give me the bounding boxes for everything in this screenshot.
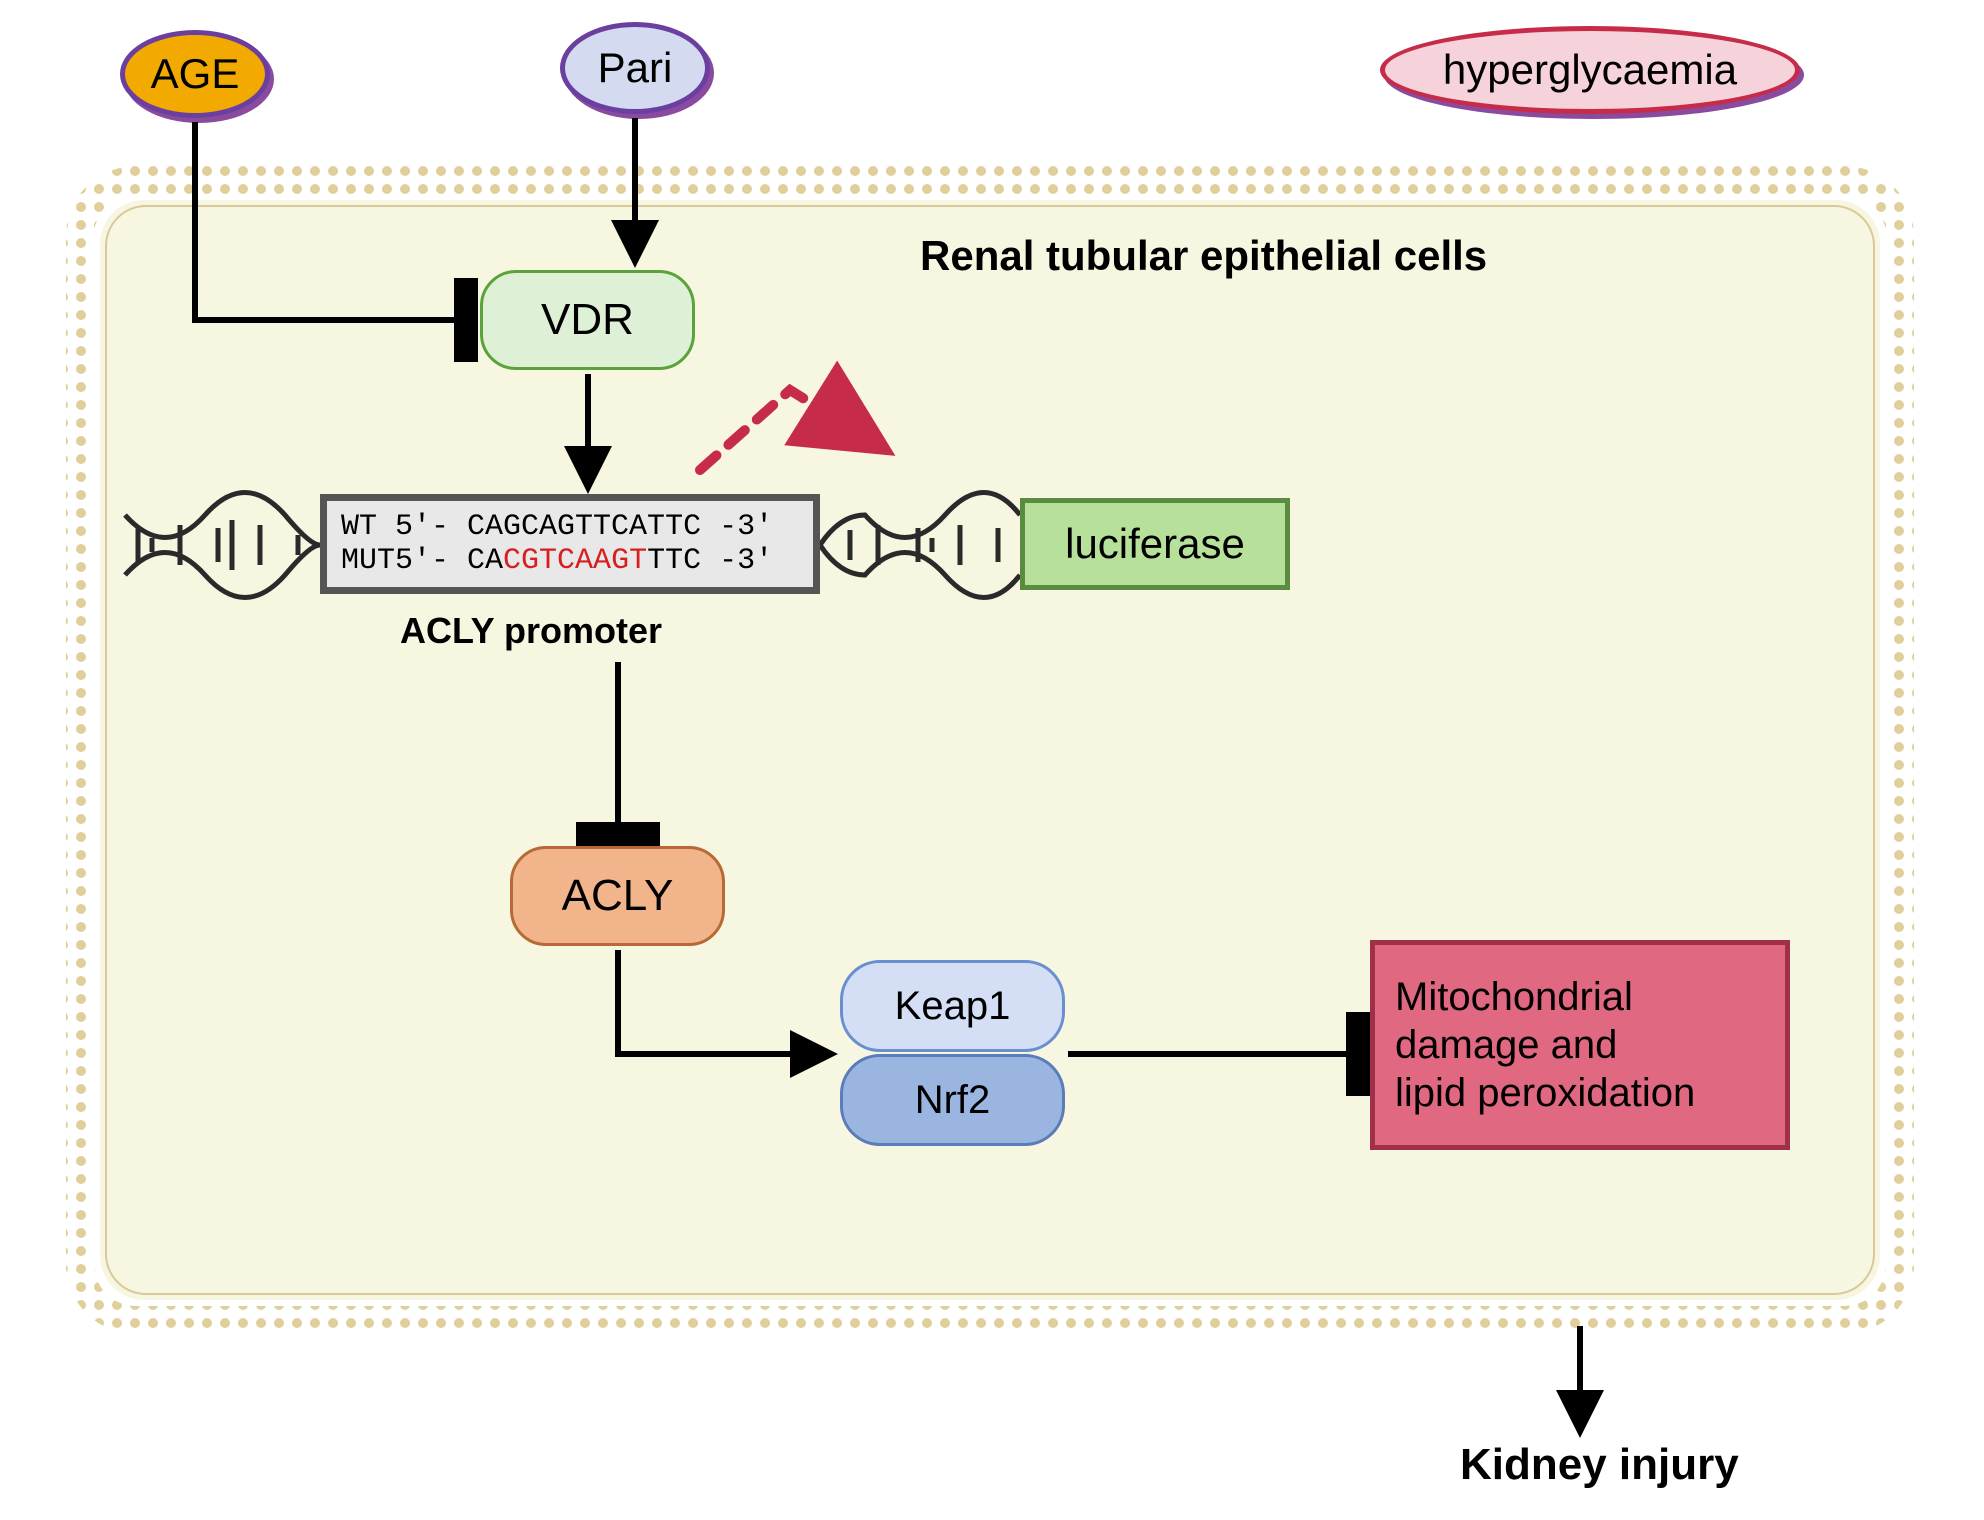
pari-node: Pari [560, 22, 710, 114]
outcome-node: Mitochondrial damage and lipid peroxidat… [1370, 940, 1790, 1150]
nrf2-node: Nrf2 [840, 1054, 1065, 1146]
luciferase-node: luciferase [1020, 498, 1290, 590]
vdr-node: VDR [480, 270, 695, 370]
age-node: AGE [120, 30, 270, 118]
diagram-canvas: Renal tubular epithelial cells [0, 0, 1984, 1520]
dna-svg [0, 0, 1984, 1520]
cell-label: Renal tubular epithelial cells [920, 232, 1487, 280]
acly-promoter-label: ACLY promoter [400, 610, 662, 652]
keap1-node: Keap1 [840, 960, 1065, 1052]
kidney-injury-label: Kidney injury [1460, 1440, 1739, 1490]
cell-membrane-svg [0, 0, 1984, 1520]
acly-promoter-box: WT 5'- CAGCAGTTCATTC -3' MUT5'- CACGTCAA… [320, 494, 820, 594]
connectors-svg [0, 0, 1984, 1520]
promoter-mut-line: MUT5'- CACGTCAAGTTTC -3' [341, 544, 773, 578]
acly-node: ACLY [510, 846, 725, 946]
hyperglycaemia-node: hyperglycaemia [1380, 26, 1800, 114]
promoter-wt-line: WT 5'- CAGCAGTTCATTC -3' [341, 510, 773, 544]
